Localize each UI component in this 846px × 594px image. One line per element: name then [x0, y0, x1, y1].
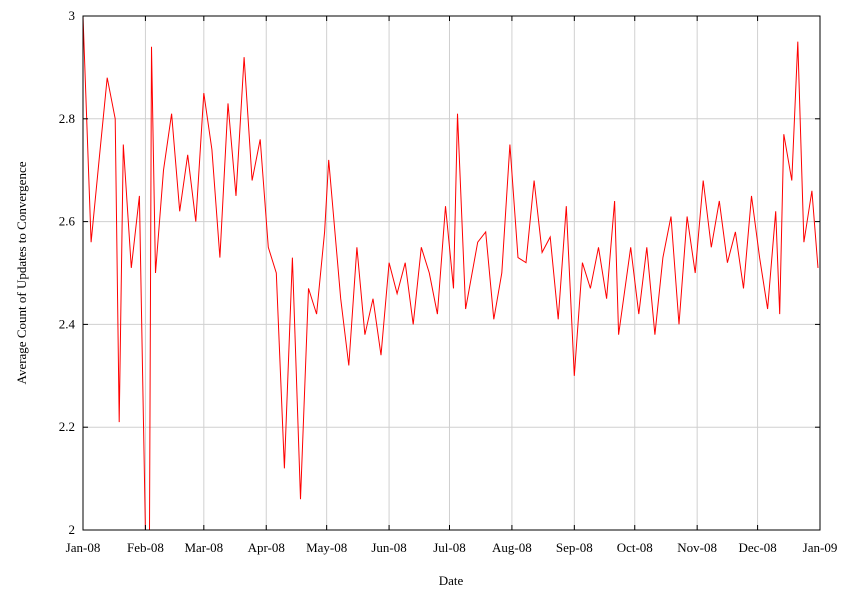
x-axis-label: Date	[439, 573, 464, 588]
y-tick-label: 2.8	[59, 111, 75, 126]
x-tick-label: Jan-09	[803, 540, 838, 555]
series-group	[82, 15, 819, 531]
y-tick-label: 2.4	[59, 316, 76, 331]
plot-frame	[82, 15, 821, 531]
x-tick-label: Feb-08	[127, 540, 164, 555]
y-axis-label: Average Count of Updates to Convergence	[14, 161, 29, 384]
x-tick-label: Aug-08	[492, 540, 532, 555]
x-tick-label: Oct-08	[617, 540, 653, 555]
x-tick-label: May-08	[306, 540, 347, 555]
x-tick-label: Jul-08	[433, 540, 466, 555]
y-tick-label: 2.6	[59, 214, 76, 229]
x-tick-label: Mar-08	[184, 540, 223, 555]
grid	[83, 16, 820, 530]
x-tick-label: Sep-08	[556, 540, 593, 555]
series-line	[82, 15, 819, 531]
y-tick-label: 2	[69, 522, 76, 537]
x-tick-label: Dec-08	[738, 540, 776, 555]
x-tick-label: Jun-08	[371, 540, 406, 555]
y-tick-label: 3	[69, 8, 76, 23]
x-tick-label: Nov-08	[677, 540, 717, 555]
x-tick-label: Apr-08	[248, 540, 285, 555]
y-tick-label: 2.2	[59, 419, 75, 434]
ticks: 2 2.2 2.4 2.6 2.8 3 Jan-08 Feb-08 Mar-08 Apr-08 Ma…	[59, 8, 838, 555]
x-tick-label: Jan-08	[66, 540, 101, 555]
